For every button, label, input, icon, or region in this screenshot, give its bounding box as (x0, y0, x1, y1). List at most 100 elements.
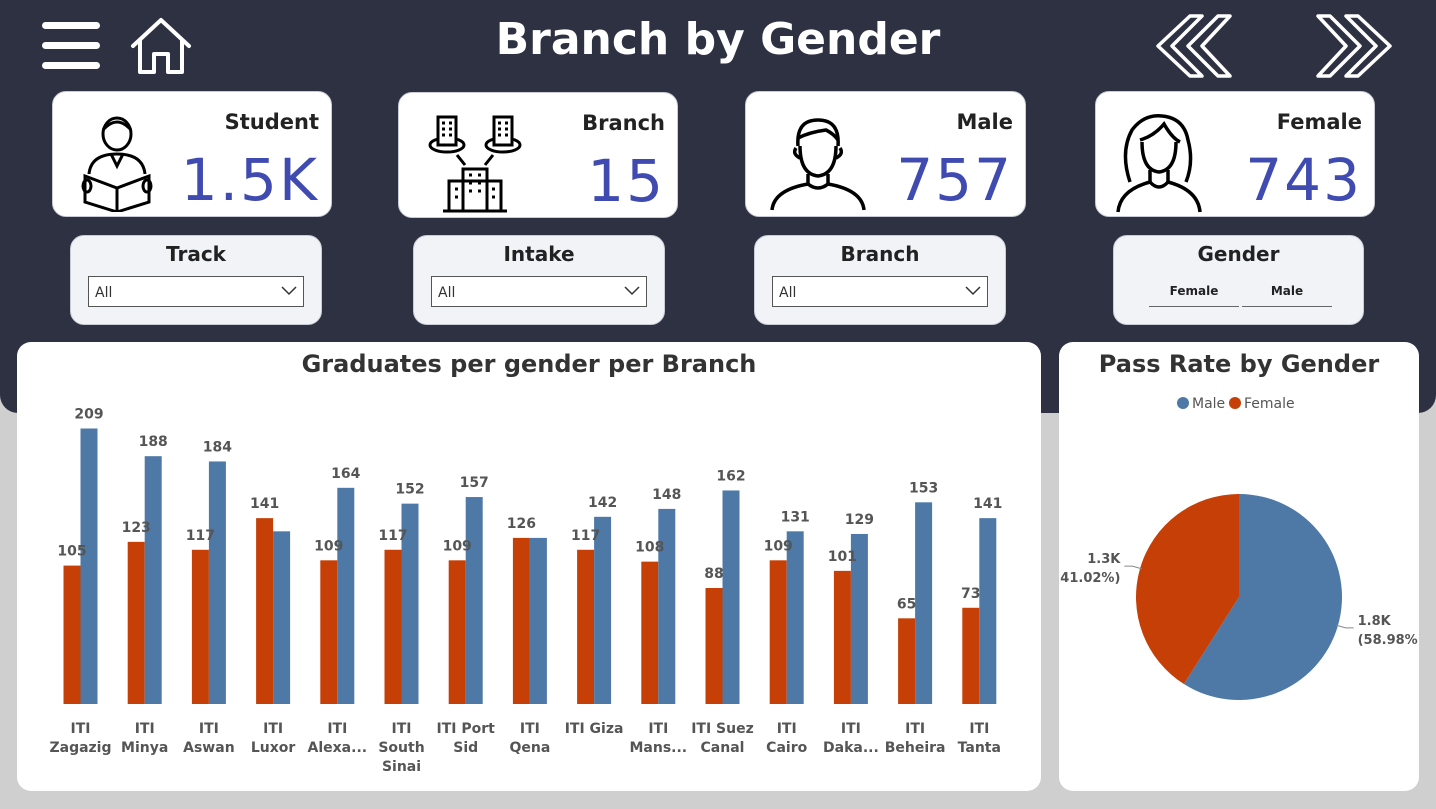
bar-female[interactable] (577, 549, 595, 704)
data-label-female: 88 (704, 566, 723, 582)
bar-female[interactable] (127, 541, 145, 704)
kpi-label: Branch (582, 111, 665, 135)
bar-male[interactable] (529, 537, 547, 704)
previous-page-icon[interactable] (1152, 12, 1234, 80)
kpi-card-female: Female 743 (1095, 91, 1375, 217)
branch-slicer: Branch All (754, 235, 1006, 325)
x-tick-label: ITI (520, 721, 540, 737)
slicer-title: Intake (503, 242, 575, 266)
kpi-card-student: Student 1.5K (52, 91, 332, 217)
data-label-male: 209 (74, 407, 103, 423)
x-tick-label: ITI (71, 721, 91, 737)
next-page-icon[interactable] (1314, 12, 1396, 80)
dropdown-value: All (438, 285, 456, 301)
slice-percent-label: (58.98%) (1358, 633, 1419, 648)
legend-label-female: Female (1244, 396, 1295, 412)
student-reading-icon (81, 112, 153, 216)
branch-dropdown[interactable]: All (772, 276, 988, 307)
data-label-female: 65 (897, 596, 916, 612)
x-tick-label: Minya (121, 740, 168, 756)
bar-female[interactable] (641, 561, 659, 704)
bar-male[interactable] (465, 497, 483, 704)
data-label-female: 123 (122, 520, 151, 536)
bar-female[interactable] (63, 565, 81, 704)
bar-male[interactable] (850, 533, 868, 704)
bar-female[interactable] (448, 560, 466, 704)
bar-female[interactable] (833, 570, 851, 704)
bar-male[interactable] (337, 487, 355, 704)
bar-male[interactable] (80, 428, 98, 705)
x-tick-label: ITI Port (437, 721, 496, 737)
data-label-female: 105 (57, 544, 86, 560)
pie-slice-male[interactable] (1183, 494, 1342, 700)
x-tick-label: ITI (648, 721, 668, 737)
kpi-label: Student (224, 110, 319, 134)
x-tick-label: Beheira (885, 740, 946, 756)
data-label-male: 152 (395, 482, 424, 498)
data-label-male: 148 (652, 487, 681, 503)
bar-female[interactable] (191, 549, 209, 704)
x-tick-label: ITI Giza (565, 721, 624, 737)
menu-icon[interactable] (40, 20, 102, 72)
bar-male[interactable] (401, 503, 419, 704)
home-icon[interactable] (128, 16, 194, 76)
bar-male[interactable] (979, 518, 997, 704)
kpi-card-branch: Branch 15 (398, 92, 678, 218)
x-tick-label: Aswan (183, 740, 235, 756)
bar-male[interactable] (722, 490, 740, 704)
x-tick-label: Daka... (823, 740, 879, 756)
x-tick-label: Sinai (382, 759, 421, 775)
female-person-icon (1114, 112, 1204, 218)
kpi-label: Male (956, 110, 1013, 134)
graduates-bar-chart: 105 209 ITI Zagazig 123 188 ITI Minya 117 184 ITI A… (49, 407, 1002, 776)
bar-female[interactable] (705, 588, 723, 704)
x-tick-label: Canal (701, 740, 745, 756)
chart-title: Pass Rate by Gender (1098, 350, 1380, 378)
x-tick-label: Cairo (766, 740, 807, 756)
x-tick-label: ITI (327, 721, 347, 737)
bar-male[interactable] (915, 502, 933, 704)
data-label-male: 153 (909, 480, 938, 496)
data-label-male: 164 (331, 466, 360, 482)
data-label-female: 117 (378, 528, 407, 544)
x-tick-label: Qena (509, 740, 550, 756)
slicer-title: Track (166, 242, 226, 266)
data-label-male: 157 (460, 475, 489, 491)
bar-female[interactable] (769, 560, 787, 704)
bar-male[interactable] (208, 461, 226, 704)
data-label-male: 188 (139, 434, 168, 450)
bar-female[interactable] (962, 607, 980, 704)
bar-female[interactable] (384, 549, 402, 704)
data-label-male: 162 (716, 468, 745, 484)
male-person-icon (768, 114, 868, 216)
bar-female[interactable] (256, 518, 274, 704)
gender-option-male[interactable]: Male (1242, 284, 1332, 307)
bar-female[interactable] (320, 560, 338, 704)
kpi-value: 743 (1245, 146, 1362, 214)
track-slicer: Track All (70, 235, 322, 325)
legend-label-male: Male (1192, 396, 1225, 412)
kpi-value: 15 (587, 147, 665, 215)
legend-marker-female (1229, 397, 1241, 409)
graduates-chart-panel: Graduates per gender per Branch 105 209 IT… (17, 342, 1041, 791)
bar-male[interactable] (786, 531, 804, 704)
leader-line (1335, 624, 1354, 629)
intake-dropdown[interactable]: All (431, 276, 647, 307)
track-dropdown[interactable]: All (88, 276, 304, 307)
gender-option-female[interactable]: Female (1149, 284, 1239, 307)
bar-male[interactable] (144, 456, 162, 704)
bar-male[interactable] (273, 531, 291, 704)
bar-male[interactable] (658, 508, 676, 704)
x-tick-label: ITI (135, 721, 155, 737)
gender-slicer: Gender Female Male (1113, 235, 1364, 325)
bar-female[interactable] (512, 537, 530, 704)
data-label-male: 142 (588, 495, 617, 511)
bar-male[interactable] (594, 516, 612, 704)
data-label-female: 141 (250, 496, 279, 512)
data-label-female: 109 (764, 538, 793, 554)
pie-slice-female[interactable] (1136, 494, 1239, 685)
chevron-down-icon (281, 286, 297, 296)
kpi-value: 1.5K (180, 146, 319, 214)
x-tick-label: Alexa... (308, 740, 368, 756)
bar-female[interactable] (898, 618, 916, 704)
